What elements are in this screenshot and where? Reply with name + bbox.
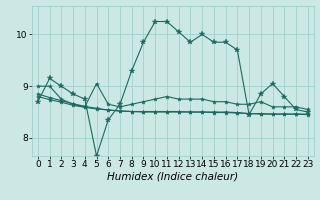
X-axis label: Humidex (Indice chaleur): Humidex (Indice chaleur): [107, 172, 238, 182]
